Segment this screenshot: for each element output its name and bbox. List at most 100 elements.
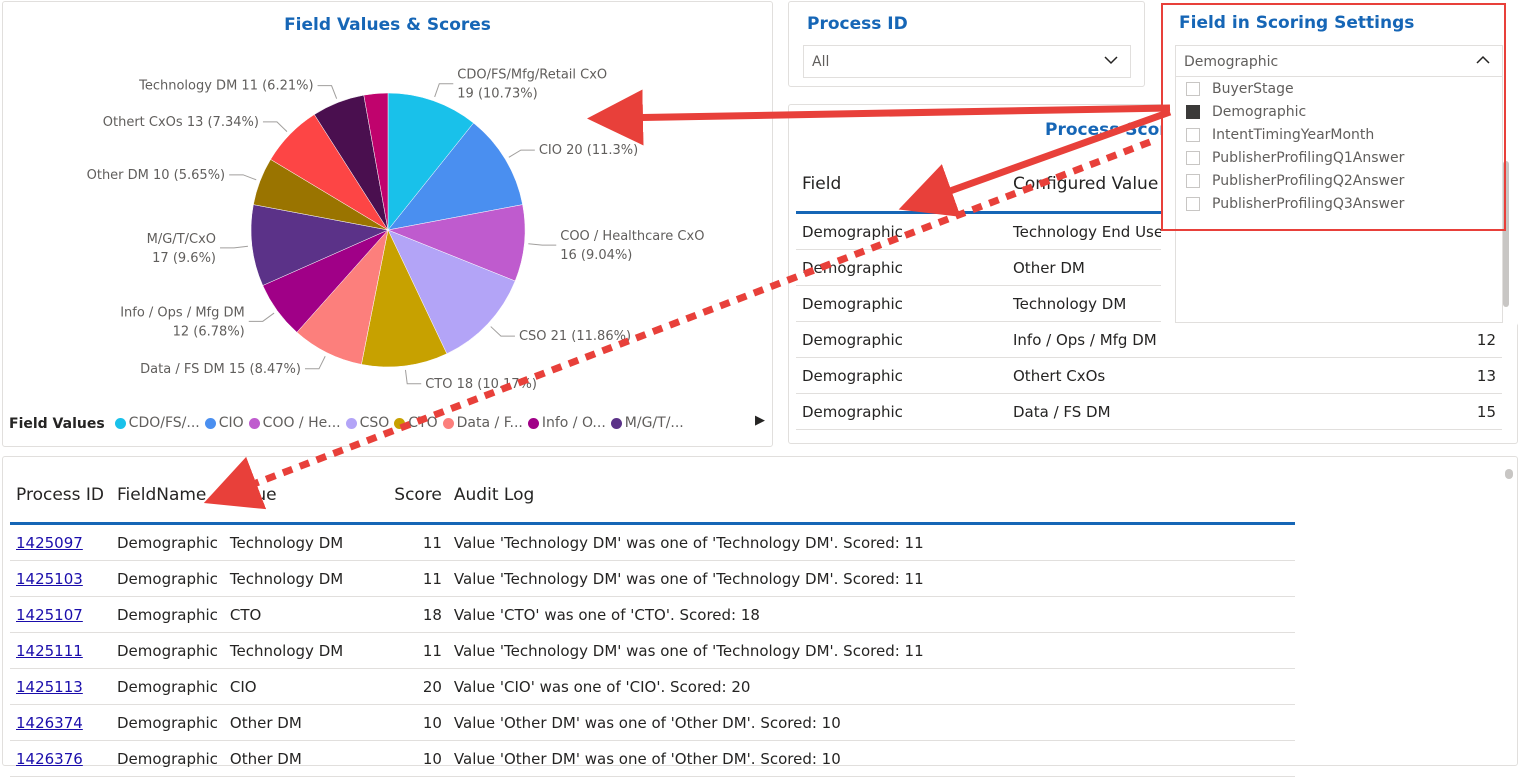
legend-label: CSO (359, 415, 390, 431)
annotation-highlight-box (1161, 3, 1506, 231)
process-id-link[interactable]: 1426374 (16, 713, 83, 732)
legend-dot-icon (204, 417, 216, 429)
field-option-label: IntentTimingYearMonth (1212, 127, 1375, 143)
table-cell: Other DM (223, 704, 386, 741)
legend-item[interactable]: CTO (394, 415, 438, 431)
table-cell: Value 'Technology DM' was one of 'Techno… (447, 632, 1295, 669)
table-cell: 1425097 (10, 523, 111, 561)
legend-item[interactable]: COO / He... (248, 415, 341, 431)
pie-leader-line (490, 326, 515, 337)
pie-data-label: 12 (6.78%) (173, 324, 245, 339)
pie-leader-line (220, 245, 248, 249)
table-cell: 10 (385, 740, 448, 777)
pie-leader-line (229, 174, 257, 181)
pie-data-label: CSO 21 (11.86%) (519, 329, 631, 344)
column-header[interactable]: Process ID (10, 467, 111, 525)
table-cell: 20 (385, 668, 448, 705)
field-option[interactable]: BuyerStage (1186, 81, 1294, 97)
pie-chart-title: Field Values & Scores (284, 15, 491, 35)
pie-data-label: Info / Ops / Mfg DM (120, 305, 245, 320)
table-row[interactable]: 1425107 Demographic CTO 18 Value 'CTO' was o… (10, 596, 1295, 633)
legend-item[interactable]: Data / F... (442, 415, 523, 431)
table-cell: Value 'Technology DM' was one of 'Techno… (447, 523, 1295, 561)
legend-label: CDO/FS/... (128, 415, 200, 431)
column-header[interactable]: FieldName (111, 467, 224, 525)
column-header[interactable]: Field (796, 157, 1007, 214)
checkbox[interactable] (1186, 174, 1200, 188)
field-option[interactable]: PublisherProfilingQ1Answer (1186, 150, 1404, 166)
table-cell: Value 'Other DM' was one of 'Other DM'. … (447, 740, 1295, 777)
table-cell: Demographic (111, 560, 224, 597)
table-cell: Value 'CIO' was one of 'CIO'. Scored: 20 (447, 668, 1295, 705)
legend-dot-icon (394, 417, 406, 429)
table-cell: 11 (385, 523, 448, 561)
column-header[interactable]: Score (385, 467, 448, 525)
table-cell: 1425103 (10, 560, 111, 597)
field-dropdown[interactable]: Demographic (1175, 45, 1503, 77)
legend-item[interactable]: CSO (345, 415, 390, 431)
table-cell: 11 (385, 560, 448, 597)
table-cell: 10 (385, 704, 448, 741)
process-id-link[interactable]: 1425097 (16, 533, 83, 552)
legend-next-arrow-icon[interactable]: ▶ (755, 413, 765, 428)
legend-item[interactable]: Info / O... (527, 415, 606, 431)
field-slicer: Field in Scoring Settings Demographic Bu… (1161, 1, 1518, 326)
field-option[interactable]: PublisherProfilingQ3Answer (1186, 196, 1404, 212)
pie-legend: Field Values CDO/FS/... CIO COO / He... CSO… (9, 415, 689, 433)
field-option[interactable]: PublisherProfilingQ2Answer (1186, 173, 1404, 189)
table-row[interactable]: Demographic Othert CxOs 13 (796, 357, 1502, 394)
legend-item[interactable]: CIO (204, 415, 244, 431)
table-cell: Technology DM (223, 560, 386, 597)
table-cell: 11 (385, 632, 448, 669)
scrollbar[interactable] (1503, 161, 1509, 307)
scrollbar[interactable] (1505, 469, 1513, 479)
audit-table: Process ID FieldName Value Score Audit L… (10, 467, 1295, 777)
process-id-link[interactable]: 1425103 (16, 569, 83, 588)
legend-label: CTO (408, 415, 438, 431)
field-option[interactable]: Demographic (1186, 104, 1306, 120)
table-cell: Demographic (111, 740, 224, 777)
legend-dot-icon (610, 417, 622, 429)
legend-item[interactable]: M/G/T/... (610, 415, 684, 431)
field-option-label: Demographic (1212, 104, 1307, 120)
table-row[interactable]: 1426376 Demographic Other DM 10 Value 'Other… (10, 740, 1295, 777)
table-row[interactable]: 1425103 Demographic Technology DM 11 Value '… (10, 560, 1295, 597)
process-id-dropdown[interactable]: All (803, 45, 1131, 78)
process-id-link[interactable]: 1425113 (16, 677, 83, 696)
checkbox[interactable] (1186, 105, 1200, 119)
table-row[interactable]: Demographic Data / FS DM 15 (796, 393, 1502, 430)
table-cell: CTO (223, 596, 386, 633)
pie-data-label: COO / Healthcare CxO (560, 229, 704, 244)
process-id-link[interactable]: 1425107 (16, 605, 83, 624)
field-option[interactable]: IntentTimingYearMonth (1186, 127, 1374, 143)
table-row[interactable]: 1425111 Demographic Technology DM 11 Value '… (10, 632, 1295, 669)
legend-label: Info / O... (541, 415, 606, 431)
process-id-dropdown-value: All (812, 54, 830, 70)
checkbox[interactable] (1186, 197, 1200, 211)
table-row[interactable]: 1425113 Demographic CIO 20 Value 'CIO' was o… (10, 668, 1295, 705)
table-row[interactable]: 1425097 Demographic Technology DM 11 Value '… (10, 523, 1295, 561)
pie-chart: CDO/FS/Mfg/Retail CxO 19 (10.73%) CIO 20 (… (87, 68, 705, 392)
checkbox[interactable] (1186, 151, 1200, 165)
legend-dot-icon (442, 417, 454, 429)
checkbox[interactable] (1186, 82, 1200, 96)
process-id-slicer: Process ID All (788, 1, 1145, 87)
table-cell: Demographic (796, 357, 1007, 394)
pie-leader-line (528, 243, 557, 246)
process-id-link[interactable]: 1426376 (16, 749, 83, 768)
pie-leader-line (248, 312, 275, 322)
pie-data-label: Other DM 10 (5.65%) (87, 168, 226, 183)
table-cell: 1425113 (10, 668, 111, 705)
checkbox[interactable] (1186, 128, 1200, 142)
field-option-label: PublisherProfilingQ1Answer (1212, 150, 1405, 166)
table-cell: Value 'Technology DM' was one of 'Techno… (447, 560, 1295, 597)
table-row[interactable]: 1426374 Demographic Other DM 10 Value 'Other… (10, 704, 1295, 741)
table-row[interactable]: Demographic Info / Ops / Mfg DM 12 (796, 321, 1502, 358)
process-id-link[interactable]: 1425111 (16, 641, 83, 660)
column-header[interactable]: Value (223, 467, 386, 525)
legend-item[interactable]: CDO/FS/... (114, 415, 200, 431)
table-cell: Demographic (796, 393, 1007, 430)
column-header[interactable]: Audit Log (447, 467, 1295, 525)
table-cell: 1425107 (10, 596, 111, 633)
table-cell: Demographic (111, 632, 224, 669)
